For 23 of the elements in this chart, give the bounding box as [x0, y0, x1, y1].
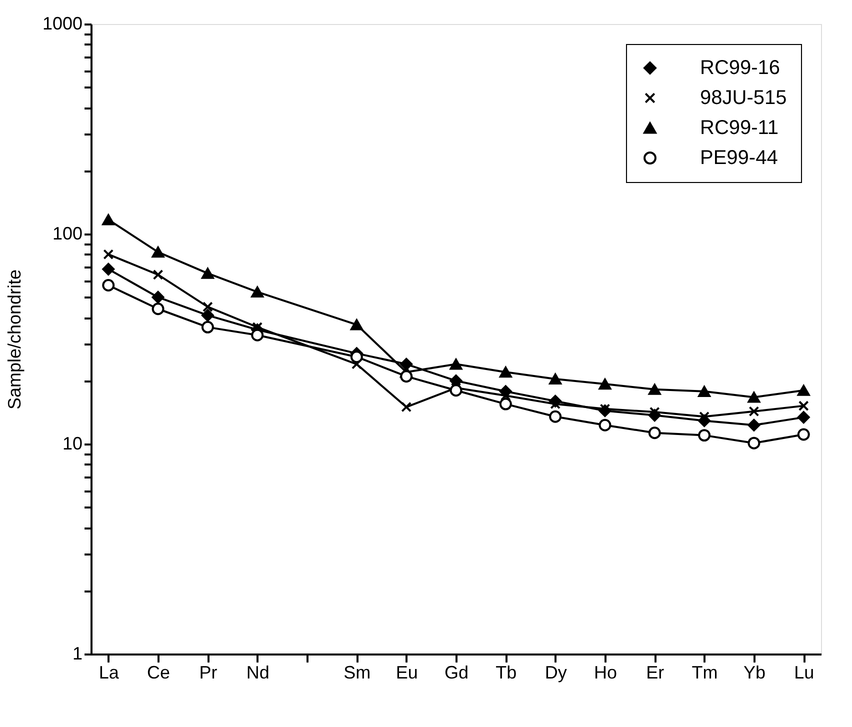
x-tick-label: Er: [646, 662, 664, 682]
x-tick-label: Ce: [147, 662, 170, 682]
x-tick-label: Ho: [594, 662, 617, 682]
legend-label: RC99-16: [700, 57, 780, 79]
x-tick-label: Dy: [544, 662, 567, 682]
y-tick-label: 1: [72, 644, 82, 664]
x-tick-label: Tm: [692, 662, 718, 682]
legend-label: PE99-44: [700, 147, 778, 169]
x-tick-label: Eu: [396, 662, 418, 682]
x-tick-label: Lu: [794, 662, 814, 682]
x-tick-label: Tb: [496, 662, 517, 682]
legend-label: RC99-11: [700, 117, 779, 139]
x-tick-label: Yb: [743, 662, 766, 682]
x-tick-label: La: [98, 662, 120, 682]
y-tick-label: 10: [62, 434, 82, 454]
y-axis-title: Sample/chondrite: [4, 269, 24, 410]
y-tick-label: 100: [52, 224, 82, 244]
x-tick-label: Gd: [444, 662, 469, 682]
x-tick-label: Nd: [246, 662, 270, 682]
x-tick-label: Sm: [344, 662, 371, 682]
legend-label: 98JU-515: [700, 87, 787, 109]
x-tick-label: Pr: [199, 662, 218, 682]
y-tick-label: 1000: [42, 14, 82, 34]
